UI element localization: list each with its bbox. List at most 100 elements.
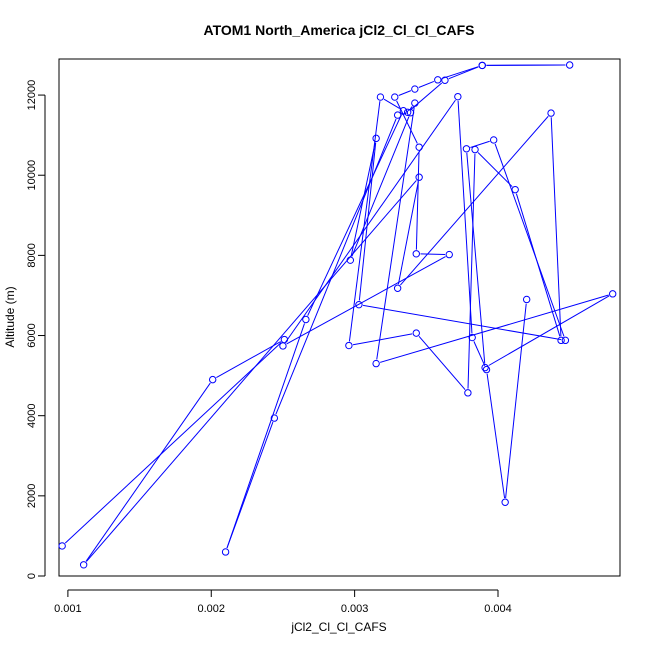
series-segment [473,341,486,366]
series-segment [351,116,410,257]
plot-frame [58,58,621,577]
data-point [547,109,555,117]
series-segment [418,335,466,390]
data-point [412,250,420,258]
data-point [406,109,415,117]
series-segment [467,153,476,389]
x-axis: 0.001 0.002 0.003 0.004 [54,589,512,615]
x-tick-label: 0.004 [484,603,512,615]
series-segment [216,341,281,379]
series-segment [358,142,377,301]
data-point [403,108,412,117]
data-point [522,295,531,304]
series-segment [400,115,549,286]
data-point [79,561,88,569]
data-point [468,333,476,342]
series-segment [307,114,403,316]
data-point [464,389,472,397]
y-tick-label: 4000 [26,403,38,427]
series-segment [350,142,376,257]
series-segment [226,421,274,549]
series-segment [64,342,282,544]
series-segment [420,253,446,255]
x-tick-label: 0.002 [197,603,225,615]
series-segment [398,90,412,96]
series-segment [494,143,565,337]
series-segment [415,151,420,250]
series-segment [284,99,456,343]
data-point [511,185,519,194]
y-axis-label: Altitude (m) [3,286,17,347]
series-segment [86,180,417,562]
data-point [561,336,570,345]
series-segment [380,294,609,363]
series-segment [448,66,479,80]
data-point [557,336,565,345]
y-tick-label: 12000 [26,80,38,111]
series-segment [85,382,211,562]
data-point [279,342,287,350]
data-point [372,134,380,143]
series-segment [397,181,419,285]
data-point [415,173,423,181]
data-point [411,85,419,93]
series-segment [457,100,473,334]
data-point [376,93,385,101]
data-point [346,256,355,264]
data-point [478,61,486,70]
y-axis: 0 2000 4000 6000 8000 10000 12000 [26,80,46,579]
data-point [302,315,310,324]
x-axis-label: jCl2_Cl_Cl_CAFS [290,620,386,634]
series-segment [505,303,527,499]
data-point [462,145,471,153]
data-point [393,284,402,292]
y-tick-label: 0 [26,573,38,579]
data-point [501,498,509,506]
data-point [454,92,462,101]
data-point [345,341,353,350]
series-segment [550,117,562,337]
chart-title: ATOM1 North_America jCl2_Cl_Cl_CAFS [204,22,475,38]
data-point [412,329,420,337]
data-point [434,76,442,84]
series-segment [275,118,397,415]
data-point [415,143,423,151]
data-point [481,363,489,372]
series-segment [477,152,513,188]
series-layer [58,61,617,569]
x-tick-label: 0.003 [341,603,369,615]
series-segment [396,100,418,144]
data-point [280,335,289,344]
data-point [489,136,498,144]
data-point [208,375,217,384]
data-point [565,61,574,69]
data-point [608,290,617,298]
series-segment [418,80,435,88]
series-segment [466,152,486,364]
y-tick-label: 6000 [26,323,38,347]
y-tick-label: 2000 [26,484,38,508]
data-point [391,93,399,101]
data-point [393,111,402,119]
data-point [482,365,491,374]
series-segment [226,323,305,549]
data-point [58,542,66,550]
y-tick-label: 8000 [26,243,38,267]
series-segment [362,304,562,341]
data-point [221,548,230,556]
series-segment [383,98,401,109]
series-segment [410,82,443,110]
data-point [399,107,408,115]
data-point [471,145,479,154]
data-point [270,414,279,422]
y-tick-label: 10000 [26,160,38,191]
series-segment [441,66,479,80]
series-segment [488,295,610,366]
series-segment [376,107,415,360]
data-point [355,300,363,309]
series-segment [409,106,413,110]
data-point [445,250,453,259]
data-point [441,76,449,84]
data-point [411,99,419,107]
